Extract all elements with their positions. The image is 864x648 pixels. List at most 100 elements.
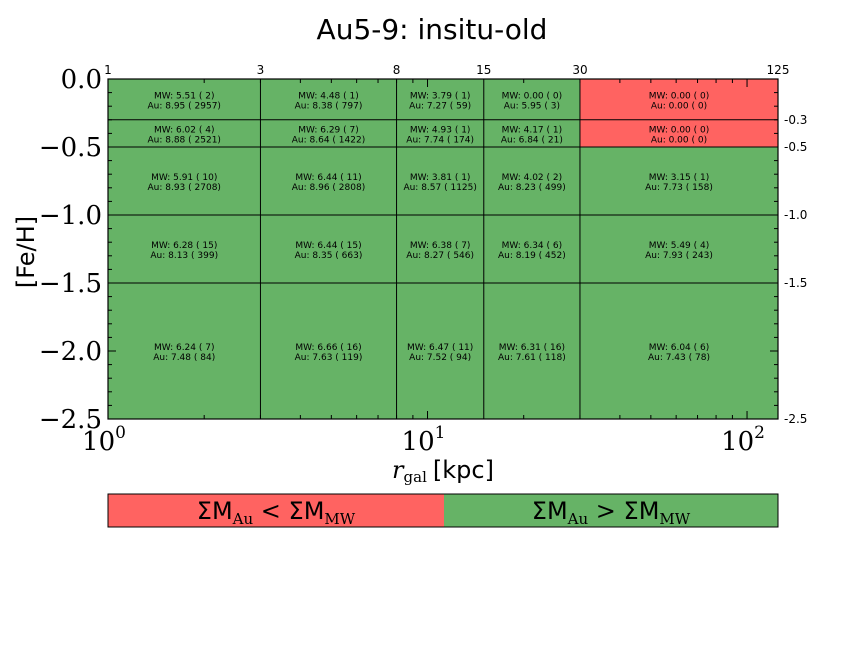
cell-mw-label: MW: 5.91 ( 10) [151, 173, 217, 183]
x-bin-edge-label: 30 [572, 63, 587, 77]
heatmap-cell [396, 147, 484, 215]
x-tick-label: 101 [402, 423, 446, 457]
heatmap-cell [396, 283, 484, 419]
cell-au-label: Au: 7.48 ( 84) [153, 353, 215, 363]
legend-text-part: ΣM [289, 497, 325, 525]
heatmap-cell [260, 79, 397, 120]
cell-mw-label: MW: 6.29 ( 7) [298, 125, 359, 135]
y-bin-edge-label: -0.3 [784, 113, 807, 127]
cell-mw-label: MW: 4.48 ( 1) [298, 91, 359, 101]
y-tick-label: −2.5 [39, 405, 102, 435]
x-tick-label: 102 [721, 423, 765, 457]
cell-au-label: Au: 8.35 ( 663) [295, 251, 363, 261]
cell-mw-label: MW: 6.44 ( 11) [295, 173, 361, 183]
heatmap-cell [108, 215, 261, 283]
cell-au-label: Au: 7.52 ( 94) [409, 353, 471, 363]
cell-au-label: Au: 7.74 ( 174) [406, 135, 474, 145]
heatmap-cell [396, 79, 484, 120]
heatmap-cell [579, 215, 778, 283]
grid-layer [108, 79, 778, 419]
cell-mw-label: MW: 6.44 ( 15) [295, 241, 361, 251]
heatmap-cell [108, 147, 261, 215]
x-bin-edge-label: 3 [257, 63, 265, 77]
cell-au-label: Au: 8.96 ( 2808) [292, 183, 365, 193]
cell-au-label: Au: 8.95 ( 2957) [147, 101, 220, 111]
legend-text-part: MW [659, 510, 690, 528]
y-axis-label: [Fe/H] [12, 216, 40, 288]
cell-mw-label: MW: 3.81 ( 1) [410, 173, 471, 183]
legend-swatch-less [108, 494, 444, 527]
x-tick-label: 100 [82, 423, 126, 457]
cell-au-label: Au: 8.64 ( 1422) [292, 135, 365, 145]
cell-mw-label: MW: 0.00 ( 0) [649, 125, 710, 135]
x-tick-base: 10 [721, 427, 754, 457]
x-bin-edge-label: 8 [393, 63, 401, 77]
heatmap-cell [260, 119, 397, 147]
cell-au-label: Au: 8.38 ( 797) [295, 101, 363, 111]
heatmap-cell [396, 215, 484, 283]
heatmap-cell [483, 147, 580, 215]
cell-au-label: Au: 8.93 ( 2708) [147, 183, 220, 193]
y-bin-edge-label: -0.5 [784, 140, 807, 154]
legend-text-part: MW [324, 510, 355, 528]
cell-mw-label: MW: 0.00 ( 0) [502, 91, 563, 101]
heatmap-cell [108, 119, 261, 147]
y-bin-edge-label: -1.0 [784, 208, 807, 222]
legend-text-part: > [588, 497, 623, 525]
x-bin-edge-label: 15 [476, 63, 491, 77]
heatmap-cell [579, 283, 778, 419]
heatmap-cell [260, 215, 397, 283]
legend: ΣMAu < ΣMMW ΣMAu > ΣMMW [107, 493, 779, 528]
heatmap-cell [260, 147, 397, 215]
cell-au-label: Au: 0.00 ( 0) [651, 135, 707, 145]
y-tick-label: 0.0 [61, 65, 102, 95]
cell-au-label: Au: 7.63 ( 119) [295, 353, 363, 363]
heatmap-cell [579, 79, 778, 120]
cell-au-label: Au: 8.88 ( 2521) [147, 135, 220, 145]
cell-au-label: Au: 5.95 ( 3) [504, 101, 560, 111]
heatmap-cell [483, 283, 580, 419]
legend-swatch-greater [444, 494, 778, 527]
cell-mw-label: MW: 6.47 ( 11) [407, 343, 473, 353]
heatmap-cell [579, 147, 778, 215]
cell-mw-label: MW: 5.49 ( 4) [649, 241, 710, 251]
x-tick-base: 10 [402, 427, 435, 457]
cell-au-label: Au: 8.19 ( 452) [498, 251, 566, 261]
cell-mw-label: MW: 6.04 ( 6) [649, 343, 710, 353]
plot-frame [107, 78, 779, 420]
heatmap-cell [579, 119, 778, 147]
legend-text-part: Au [567, 510, 589, 528]
cell-mw-label: MW: 4.93 ( 1) [410, 125, 471, 135]
cell-mw-label: MW: 5.51 ( 2) [154, 91, 215, 101]
legend-label-greater: ΣMAu > ΣMMW [532, 497, 691, 528]
y-bin-edge-label: -2.5 [784, 412, 807, 426]
cell-au-label: Au: 6.84 ( 21) [501, 135, 563, 145]
cells-layer [108, 79, 778, 419]
cell-text-layer: MW: 5.51 ( 2)Au: 8.95 ( 2957) MW: 4.48 ( … [147, 91, 712, 363]
cell-mw-label: MW: 6.28 ( 15) [151, 241, 217, 251]
legend-text-part: ΣM [197, 497, 233, 525]
y-tick-label: −1.0 [39, 201, 102, 231]
chart-title: Au5-9: insitu-old [317, 13, 548, 46]
cell-au-label: Au: 7.93 ( 243) [645, 251, 713, 261]
legend-text-part: < [253, 497, 288, 525]
heatmap-cell [483, 79, 580, 120]
cell-au-label: Au: 8.57 ( 1125) [403, 183, 476, 193]
legend-text-part: Au [232, 510, 254, 528]
legend-label-less: ΣMAu < ΣMMW [197, 497, 356, 528]
x-bin-edge-label: 1 [104, 63, 112, 77]
cell-mw-label: MW: 3.15 ( 1) [649, 173, 710, 183]
y-bin-edge-label: -1.5 [784, 276, 807, 290]
cell-mw-label: MW: 6.34 ( 6) [502, 241, 563, 251]
x-axis-label-var: r [392, 456, 405, 484]
heatmap-cell [483, 215, 580, 283]
heatmap-cell [108, 283, 261, 419]
cell-mw-label: MW: 6.38 ( 7) [410, 241, 471, 251]
cell-mw-label: MW: 6.31 ( 16) [499, 343, 565, 353]
cell-au-label: Au: 8.13 ( 399) [150, 251, 218, 261]
cell-au-label: Au: 7.61 ( 118) [498, 353, 566, 363]
x-bin-edge-label: 125 [767, 63, 790, 77]
cell-au-label: Au: 0.00 ( 0) [651, 101, 707, 111]
